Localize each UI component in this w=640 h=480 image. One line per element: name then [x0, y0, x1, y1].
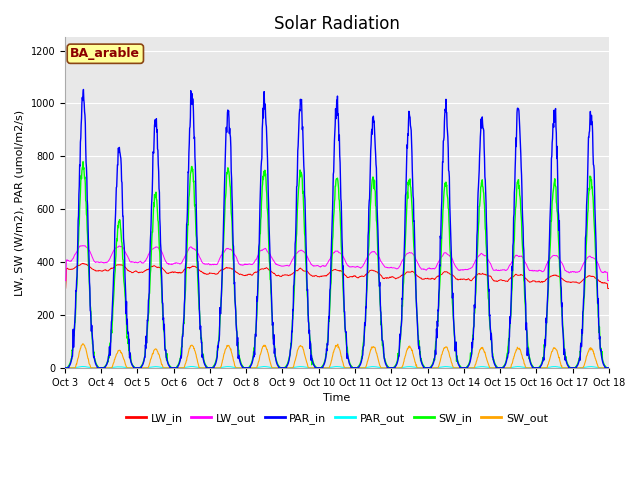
LW_out — [493, 267, 500, 273]
LW_in — [169, 269, 177, 275]
SW_in — [169, 365, 177, 371]
SW_in — [182, 263, 190, 268]
PAR_out — [79, 363, 87, 369]
PAR_in — [182, 242, 190, 248]
PAR_in — [605, 365, 612, 371]
SW_out — [541, 365, 548, 371]
LW_out — [243, 262, 251, 267]
PAR_in — [541, 345, 548, 351]
LW_in — [79, 261, 86, 266]
SW_out — [169, 365, 177, 371]
Line: PAR_out: PAR_out — [65, 366, 609, 368]
X-axis label: Time: Time — [323, 393, 351, 403]
Line: PAR_in: PAR_in — [65, 89, 609, 368]
SW_out — [605, 365, 612, 371]
SW_in — [493, 363, 500, 369]
PAR_out — [61, 365, 68, 371]
LW_out — [422, 267, 429, 273]
PAR_out — [169, 365, 177, 371]
SW_in — [605, 365, 612, 371]
LW_in — [493, 278, 500, 284]
Line: SW_out: SW_out — [65, 344, 609, 368]
LW_in — [243, 272, 251, 278]
LW_out — [541, 267, 548, 273]
LW_out — [61, 278, 68, 284]
LW_in — [541, 278, 548, 284]
PAR_in — [169, 365, 177, 371]
LW_out — [182, 251, 190, 257]
LW_in — [61, 286, 68, 291]
PAR_in — [61, 365, 68, 371]
SW_out — [493, 365, 500, 371]
LW_in — [422, 276, 429, 281]
Line: LW_in: LW_in — [65, 264, 609, 288]
PAR_out — [422, 365, 429, 371]
SW_in — [541, 345, 548, 350]
SW_in — [61, 365, 68, 371]
PAR_in — [422, 365, 429, 371]
LW_out — [605, 278, 612, 284]
SW_out — [61, 365, 68, 371]
Title: Solar Radiation: Solar Radiation — [274, 15, 400, 33]
Text: BA_arable: BA_arable — [70, 47, 140, 60]
Legend: LW_in, LW_out, PAR_in, PAR_out, SW_in, SW_out: LW_in, LW_out, PAR_in, PAR_out, SW_in, S… — [122, 408, 552, 428]
PAR_out — [493, 365, 500, 371]
PAR_out — [243, 365, 251, 371]
SW_out — [79, 341, 86, 347]
SW_out — [182, 358, 190, 364]
PAR_in — [79, 86, 87, 92]
Line: LW_out: LW_out — [65, 246, 609, 281]
Line: SW_in: SW_in — [65, 162, 609, 368]
LW_in — [182, 265, 190, 271]
SW_in — [422, 365, 429, 371]
PAR_out — [605, 365, 612, 371]
PAR_out — [541, 365, 548, 371]
SW_in — [79, 159, 87, 165]
PAR_in — [243, 365, 251, 371]
SW_out — [422, 365, 429, 371]
LW_in — [605, 286, 612, 291]
LW_out — [169, 261, 177, 267]
SW_out — [243, 365, 251, 371]
SW_in — [243, 365, 251, 371]
PAR_in — [493, 365, 500, 371]
Y-axis label: LW, SW (W/m2), PAR (umol/m2/s): LW, SW (W/m2), PAR (umol/m2/s) — [15, 109, 25, 296]
PAR_out — [182, 364, 190, 370]
LW_out — [79, 243, 86, 249]
